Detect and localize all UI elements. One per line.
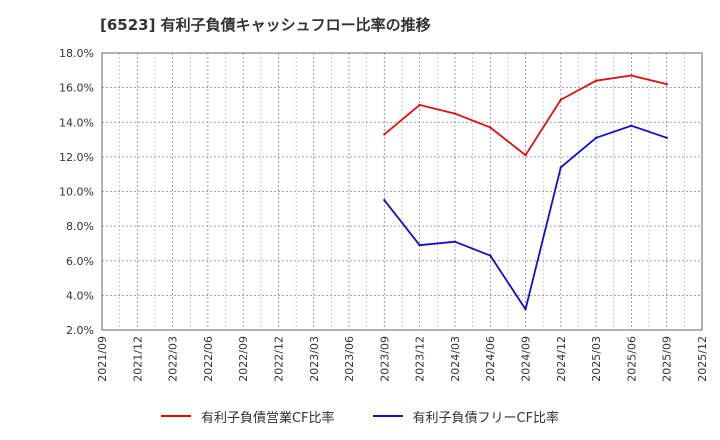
x-tick-label: 2025/03 <box>590 336 603 382</box>
data-point-operating-cf <box>594 79 598 82</box>
data-point-operating-cf <box>630 74 633 77</box>
y-tick-label: 8.0% <box>66 220 94 233</box>
x-tick-label: 2022/06 <box>202 336 215 382</box>
legend-item-operating-cf: 有利子負債営業CF比率 <box>160 407 335 426</box>
legend-item-free-cf: 有利子負債フリーCF比率 <box>372 407 560 426</box>
x-tick-label: 2025/06 <box>625 336 638 382</box>
data-point-free-cf <box>594 136 598 140</box>
data-point-free-cf <box>383 198 386 202</box>
y-tick-label: 16.0% <box>59 82 94 95</box>
x-tick-label: 2025/09 <box>661 336 674 382</box>
data-point-operating-cf <box>665 82 668 86</box>
plot-border <box>101 52 703 331</box>
data-point-free-cf <box>489 254 492 257</box>
y-tick-label: 14.0% <box>59 116 94 129</box>
data-point-free-cf <box>418 243 421 247</box>
data-point-free-cf <box>630 124 633 127</box>
data-point-free-cf <box>665 136 668 140</box>
data-point-free-cf <box>559 166 563 169</box>
x-tick-label: 2024/09 <box>520 336 533 382</box>
y-tick-label: 18.0% <box>59 47 94 60</box>
y-tick-label: 6.0% <box>66 255 94 268</box>
x-tick-label: 2024/06 <box>484 336 497 382</box>
chart-title: [6523] 有利子負債キャッシュフロー比率の推移 <box>100 16 431 34</box>
x-tick-label: 2023/03 <box>308 336 321 382</box>
x-tick-label: 2023/09 <box>378 336 391 382</box>
y-tick-label: 12.0% <box>59 151 94 164</box>
y-tick-label: 10.0% <box>59 186 94 199</box>
x-tick-label: 2021/12 <box>131 336 144 382</box>
x-tick-label: 2023/06 <box>343 336 356 382</box>
data-point-free-cf <box>453 240 457 243</box>
y-axis: 2.0% 4.0% 6.0% 8.0% 10.0% 12.0% 14.0% 16.0% 18.0… <box>59 47 94 337</box>
data-point-operating-cf <box>418 103 421 107</box>
x-tick-label: 2024/03 <box>449 336 462 382</box>
x-tick-label: 2022/12 <box>272 336 285 382</box>
x-tick-label: 2025/12 <box>696 336 709 382</box>
legend-label-free-cf: 有利子負債フリーCF比率 <box>412 410 560 426</box>
data-point-operating-cf <box>489 126 492 129</box>
x-axis: 2021/09 2021/12 2022/03 2022/06 2022/09 2022/… <box>96 336 709 382</box>
x-tick-label: 2021/09 <box>96 336 109 382</box>
y-tick-label: 2.0% <box>66 324 94 337</box>
x-tick-label: 2024/12 <box>555 336 568 382</box>
y-tick-label: 4.0% <box>66 289 94 302</box>
x-tick-label: 2022/09 <box>237 336 250 382</box>
series-group <box>383 74 668 311</box>
data-point-operating-cf <box>524 153 527 157</box>
data-point-free-cf <box>524 308 527 311</box>
x-tick-label: 2022/03 <box>167 336 180 382</box>
legend-label-operating-cf: 有利子負債営業CF比率 <box>200 410 335 426</box>
legend-swatch-operating-cf <box>160 415 191 417</box>
legend-swatch-free-cf <box>372 415 403 417</box>
data-point-operating-cf <box>559 98 563 101</box>
data-point-operating-cf <box>383 133 386 136</box>
data-point-operating-cf <box>453 112 457 115</box>
x-tick-label: 2023/12 <box>414 336 427 382</box>
legend: 有利子負債営業CF比率 有利子負債フリーCF比率 <box>0 406 720 426</box>
